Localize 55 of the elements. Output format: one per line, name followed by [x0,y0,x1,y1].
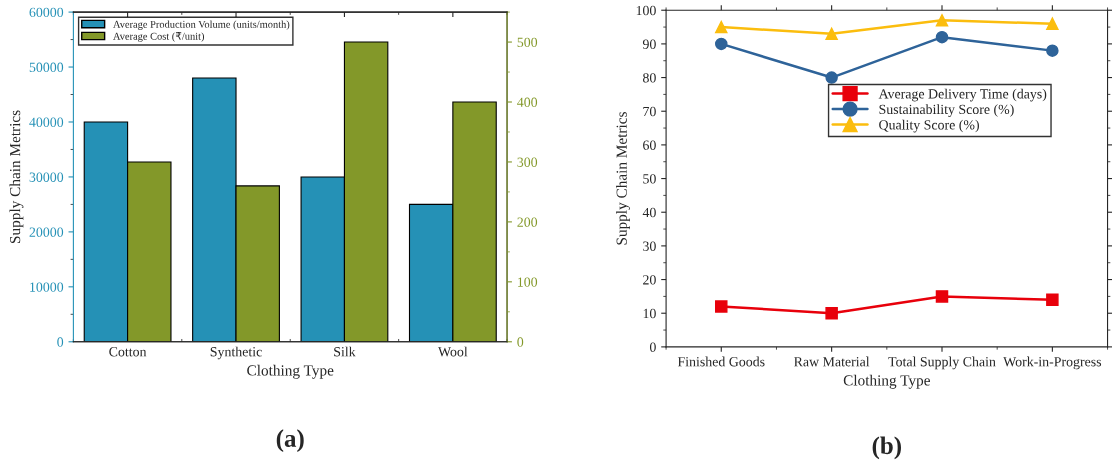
y-tick-label: 10000 [30,282,64,292]
legend-label: Quality Score (%) [879,119,979,133]
point [715,37,728,51]
point [1046,17,1059,30]
legend-label: Average Cost (₹/unit) [113,32,204,42]
x-tick-label: Work-in-Progress [1003,356,1102,370]
point [935,14,949,27]
point [825,71,838,84]
x-tick-label: Synthetic [210,346,262,360]
point [825,306,838,320]
x-axis-title: Clothing Type [247,364,334,379]
y-tick-label: 70 [643,106,656,117]
legend-label: Average Production Volume (units/month) [113,20,290,30]
point [715,20,728,34]
y-tick-label: 50000 [29,62,64,72]
legend-label: Sustainability Score (%) [879,104,1014,117]
y-tick-label: 100 [636,5,656,16]
y-tick-label: 0 [649,342,656,352]
y-tick-label: 0 [57,337,64,347]
x-tick-label: Finished Goods [677,356,765,367]
y-tick-label: 20 [643,275,656,285]
legend-label: Average Delivery Time (days) [878,88,1047,102]
y-axis-title: Supply Chain Metrics [9,110,24,243]
y-axis-title: Supply Chain Metrics [616,112,630,245]
y-tick-label: 40 [642,207,656,218]
x-tick-label: Wool [438,346,468,357]
y2-tick-label: 500 [517,37,538,48]
y-tick-label: 50 [643,174,656,184]
y-tick-label: 20000 [29,227,64,237]
y2-tick-label: 300 [517,157,538,167]
y-tick-label: 60000 [29,7,64,18]
y-tick-label: 30 [643,241,656,251]
text: (a) [276,429,304,453]
y2-tick-label: 400 [517,97,538,107]
y-tick-label: 90 [642,39,656,49]
text: (b) [872,436,901,460]
y-tick-label: 30000 [29,172,64,182]
point [825,27,838,41]
y-tick-label: 80 [643,73,656,83]
point [1046,44,1059,57]
x-tick-label: Total Supply Chain [888,356,996,370]
y2-tick-label: 100 [518,277,538,287]
x-axis-title: Clothing Type [843,374,930,389]
y-tick-label: 10 [643,308,656,319]
point [1046,293,1059,307]
x-tick-label: Silk [334,346,356,357]
y-tick-label: 40000 [29,117,64,127]
x-tick-label: Raw Material [794,356,870,367]
y2-tick-label: 200 [517,217,538,227]
point [935,30,949,44]
point [935,290,949,303]
y2-tick-label: 0 [517,337,524,347]
x-tick-label: Cotton [109,347,147,357]
y-tick-label: 60 [643,140,656,150]
point [715,300,728,313]
